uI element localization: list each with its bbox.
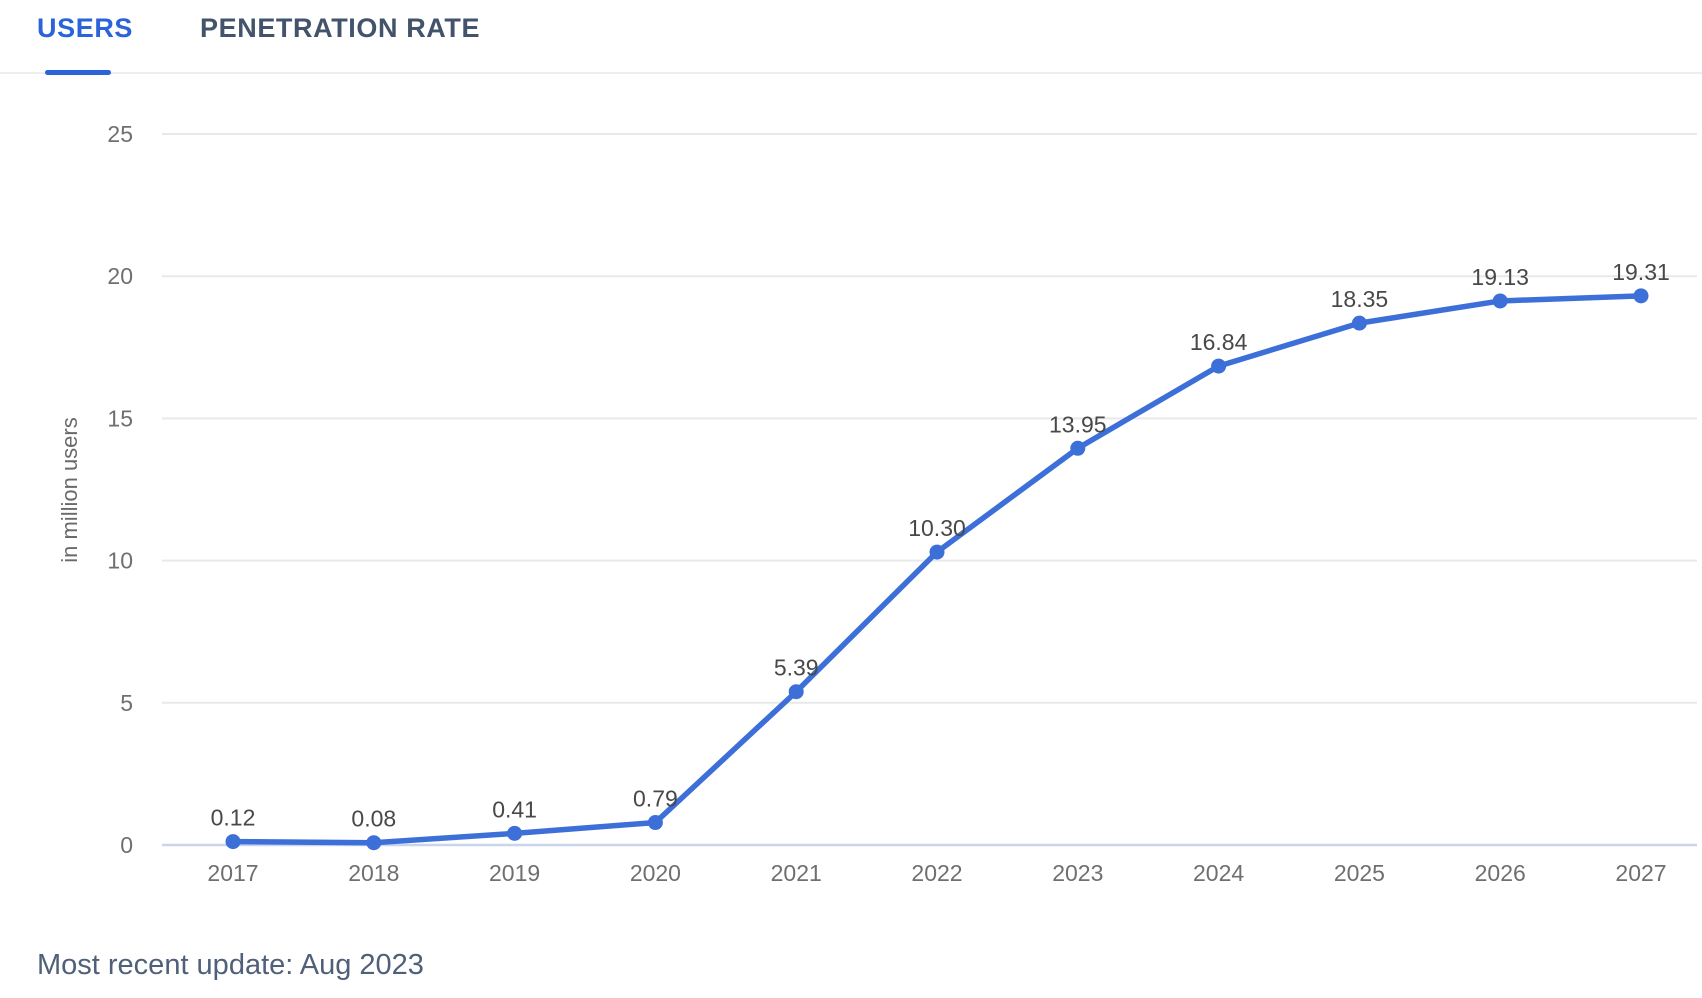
data-point-label: 0.79 [633,786,678,812]
tab-users[interactable]: USERS [37,13,134,43]
chart-line [230,293,1644,846]
x-tick-label: 2021 [771,860,822,886]
y-tick-label: 0 [120,832,133,858]
x-tick-label: 2019 [489,860,540,886]
data-point-label: 19.31 [1612,259,1670,285]
data-point [1070,440,1086,456]
y-tick-label: 15 [107,405,133,431]
data-point-label: 0.41 [492,796,537,822]
chart-tabs: USERS PENETRATION RATE [0,0,1702,76]
y-tick-label: 25 [107,121,133,147]
x-tick-label: 2025 [1334,860,1385,886]
x-tick-label: 2020 [630,860,681,886]
x-tick-label: 2018 [348,860,399,886]
x-tick-label: 2017 [207,860,258,886]
tab-penetration-rate[interactable]: PENETRATION RATE [200,13,481,43]
data-point-label: 13.95 [1049,411,1107,437]
data-point [1633,288,1649,304]
data-point [929,544,945,560]
active-tab-indicator [45,70,111,75]
update-note: Most recent update: Aug 2023 [37,949,424,981]
data-point-label: 16.84 [1190,329,1248,355]
data-point [788,684,804,700]
data-point-label: 5.39 [774,655,819,681]
data-point-label: 18.35 [1331,286,1389,312]
data-point [507,825,523,841]
data-point [366,835,382,851]
data-point-label: 19.13 [1471,264,1529,290]
data-point-label: 10.30 [908,515,966,541]
data-point [225,834,241,850]
x-tick-label: 2026 [1475,860,1526,886]
data-point-label: 0.12 [211,805,256,831]
y-tick-label: 20 [107,263,133,289]
x-tick-label: 2027 [1615,860,1666,886]
y-tick-label: 10 [107,548,133,574]
x-tick-label: 2023 [1052,860,1103,886]
data-point [1211,358,1227,374]
data-point-label: 0.08 [351,806,396,832]
tabbar-divider [0,72,1702,74]
y-tick-label: 5 [120,690,133,716]
x-tick-label: 2022 [911,860,962,886]
data-point [1351,315,1367,331]
x-tick-label: 2024 [1193,860,1244,886]
y-axis-title: in million users [57,417,82,563]
data-point [647,815,663,831]
data-point [1492,293,1508,309]
